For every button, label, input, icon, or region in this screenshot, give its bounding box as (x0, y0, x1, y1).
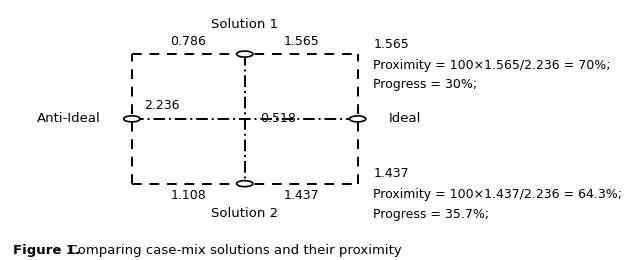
Text: Solution 2: Solution 2 (211, 207, 278, 220)
Text: Anti-Ideal: Anti-Ideal (36, 112, 100, 125)
Text: 1.437: 1.437 (373, 167, 409, 180)
Text: 1.437: 1.437 (284, 190, 319, 203)
Text: Proximity = 100×1.565/2.236 = 70%;: Proximity = 100×1.565/2.236 = 70%; (373, 59, 611, 72)
Text: 1.565: 1.565 (373, 38, 409, 51)
Circle shape (237, 181, 253, 187)
Text: Ideal: Ideal (389, 112, 421, 125)
Circle shape (237, 51, 253, 57)
Text: Progress = 35.7%;: Progress = 35.7%; (373, 208, 490, 221)
Text: 1.108: 1.108 (170, 190, 206, 203)
Text: 1.565: 1.565 (284, 35, 319, 48)
Text: Solution 1: Solution 1 (211, 18, 278, 31)
Text: Comparing case-mix solutions and their proximity: Comparing case-mix solutions and their p… (60, 244, 401, 257)
Text: Progress = 30%;: Progress = 30%; (373, 78, 477, 91)
Text: Figure 1.: Figure 1. (13, 244, 80, 257)
Text: Proximity = 100×1.437/2.236 = 64.3%;: Proximity = 100×1.437/2.236 = 64.3%; (373, 188, 622, 201)
Text: 2.236: 2.236 (145, 99, 180, 112)
Circle shape (349, 116, 366, 122)
Text: 0.518: 0.518 (260, 112, 296, 125)
Text: 0.786: 0.786 (170, 35, 206, 48)
Circle shape (124, 116, 140, 122)
